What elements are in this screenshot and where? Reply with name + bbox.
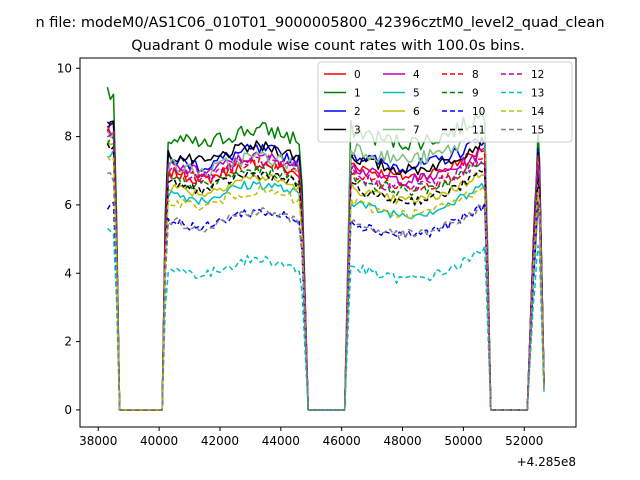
legend-label: 11: [472, 125, 485, 137]
plot-frame: [79, 57, 577, 428]
legend-label: 4: [413, 69, 420, 81]
legend-label: 6: [413, 106, 420, 118]
y-tick-label: 8: [64, 130, 72, 144]
legend-label: 5: [413, 88, 420, 100]
x-tick-label: 42000: [201, 434, 239, 448]
x-tick-label: 44000: [262, 434, 300, 448]
y-tick-label: 6: [64, 198, 72, 212]
series-line-15: [107, 172, 545, 411]
x-tick-label: 38000: [79, 434, 117, 448]
legend-label: 15: [531, 125, 544, 137]
y-tick-label: 10: [57, 61, 72, 75]
x-axis-ticks: 38000 40000 42000 44000 46000 48000 50000 52000: [79, 427, 543, 448]
x-offset-label: +4.285e8: [517, 455, 576, 469]
legend-label: 3: [354, 125, 361, 137]
legend-label: 9: [472, 88, 479, 100]
legend-label: 14: [531, 106, 545, 118]
legend-label: 12: [531, 69, 544, 81]
legend-label: 8: [472, 69, 479, 81]
chart-title: Quadrant 0 module wise count rates with …: [131, 38, 525, 54]
series-line-8: [106, 128, 545, 411]
y-axis-ticks: 0 2 4 6 8 10: [57, 61, 80, 417]
legend-label: 0: [354, 69, 361, 81]
x-tick-label: 48000: [383, 434, 421, 448]
legend-label: 2: [354, 106, 361, 118]
x-tick-label: 50000: [444, 434, 482, 448]
y-tick-label: 2: [64, 335, 72, 349]
legend-label: 13: [531, 88, 544, 100]
legend-label: 7: [413, 125, 420, 137]
legend-label: 1: [354, 88, 361, 100]
legend-label: 10: [472, 106, 485, 118]
x-tick-label: 52000: [505, 434, 543, 448]
legend-box: [317, 61, 573, 143]
x-tick-label: 40000: [140, 434, 178, 448]
y-tick-label: 0: [64, 403, 72, 417]
x-tick-label: 46000: [323, 434, 361, 448]
y-tick-label: 4: [64, 266, 72, 280]
series-lines: [106, 87, 545, 411]
figure-suptitle: n file: modeM0/AS1C06_010T01_9000005800_…: [35, 15, 604, 31]
